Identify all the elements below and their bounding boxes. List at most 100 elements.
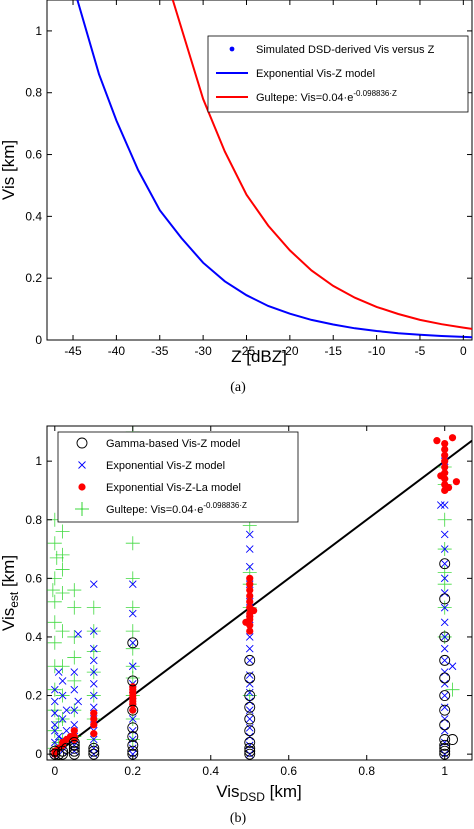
a-legend-label-text: Exponential Vis-Z model — [256, 68, 375, 80]
b-data-point — [245, 723, 254, 732]
b-data-point — [439, 719, 451, 731]
b-data-point — [125, 600, 140, 615]
b-data-point — [127, 731, 139, 743]
b-data-point — [57, 748, 69, 760]
a-legend-label: Gultepe: Vis=0.04·e-0.098836·Z — [256, 89, 397, 104]
panel-b-x-axis-label-unit: [km] — [265, 782, 302, 801]
b-data-point — [439, 704, 451, 716]
b-y-tick-label: 1 — [35, 454, 42, 468]
b-data-point — [246, 627, 254, 635]
b-data-point — [437, 472, 445, 480]
a-y-tick-label: 0.4 — [25, 209, 42, 223]
a-x-tick-label: -25 — [238, 344, 256, 358]
b-data-point — [86, 600, 101, 615]
b-legend-label: Exponential Vis-Z model — [106, 460, 225, 472]
b-data-point — [62, 706, 71, 715]
b-data-point — [89, 744, 98, 753]
b-data-point — [86, 644, 101, 659]
b-data-point — [47, 703, 62, 718]
a-x-tick-label: -45 — [64, 344, 82, 358]
b-x-tick-label: 0.2 — [124, 764, 141, 778]
b-data-point — [441, 463, 449, 471]
b-data-point — [440, 656, 449, 665]
b-data-point — [439, 593, 451, 605]
b-data-point — [58, 677, 67, 685]
b-data-point — [244, 672, 256, 684]
b-data-point — [452, 478, 461, 486]
b-data-point — [58, 715, 67, 723]
b-legend-label-text: Exponential Vis-Z-La model — [106, 482, 241, 494]
b-series-3 — [49, 558, 458, 760]
b-data-point — [439, 672, 451, 684]
b-data-point — [441, 445, 449, 454]
a-x-tick-label: -40 — [108, 344, 126, 358]
b-data-point — [244, 745, 256, 757]
a-series-line — [171, 0, 472, 330]
b-data-point — [437, 512, 452, 527]
b-data-point — [244, 742, 256, 754]
b-data-point — [125, 536, 140, 551]
b-data-point — [440, 545, 449, 553]
b-data-point — [88, 748, 100, 760]
panel-a: -45 -40 -35 -30 -25 -20 -15 -10 -5 0 0 0.2 0.4 0.6 0.8… — [0, 0, 473, 395]
b-data-point — [440, 738, 449, 747]
b-data-point — [440, 715, 449, 723]
b-data-point — [70, 747, 79, 756]
panel-a-y-axis-label: Vis [km] — [0, 140, 18, 200]
b-y-tick-label: 0 — [35, 747, 42, 761]
panel-b-y-axis-label-main: Vis — [0, 608, 18, 631]
b-data-point — [49, 550, 64, 565]
b-data-point — [125, 641, 140, 656]
b-legend-marker-plus — [75, 502, 89, 516]
b-data-point — [47, 594, 62, 609]
b-data-point — [54, 668, 63, 676]
b-data-point — [128, 638, 137, 647]
b-data-point — [70, 685, 79, 694]
b-data-point — [47, 615, 62, 630]
a-legend-label: Simulated DSD-derived Vis versus Z — [256, 44, 435, 56]
panel-b-x-axis-label-main: Vis — [216, 782, 239, 801]
b-data-point — [440, 691, 449, 700]
panel-b-ticks: 0 0.2 0.4 0.6 0.8 1 0 0.2 0.4 0.6 0.8 1 — [25, 426, 472, 778]
b-data-point — [70, 706, 79, 715]
b-data-point — [90, 730, 98, 738]
a-y-tick-label: 0 — [35, 333, 42, 347]
b-data-point — [440, 530, 449, 539]
b-y-tick-label: 0.4 — [25, 630, 42, 644]
b-data-point — [439, 558, 451, 570]
b-data-point — [55, 624, 70, 639]
a-y-tick-label: 0.2 — [25, 271, 42, 285]
b-data-point — [245, 688, 254, 697]
b-data-point — [50, 709, 59, 717]
b-data-point — [246, 580, 254, 588]
b-data-point — [246, 574, 254, 582]
b-data-point — [127, 722, 139, 734]
panel-a-x-axis-label: Z [dBZ] — [231, 347, 287, 366]
b-data-point — [441, 457, 449, 465]
b-data-point — [440, 574, 449, 583]
b-data-point — [244, 690, 256, 701]
panel-a-caption: (a) — [230, 380, 246, 395]
b-data-point — [88, 745, 100, 757]
b-data-point — [89, 750, 98, 758]
b-data-point — [245, 715, 254, 723]
b-y-tick-label: 0.2 — [25, 689, 42, 703]
b-data-point — [448, 434, 457, 442]
b-data-point — [447, 734, 458, 745]
b-data-point — [51, 714, 66, 729]
b-data-point — [68, 745, 80, 757]
b-data-point — [74, 630, 83, 638]
b-data-point — [55, 659, 70, 674]
b-data-point — [244, 736, 256, 748]
b-data-point — [440, 603, 449, 612]
b-data-point — [57, 745, 69, 757]
b-data-point — [89, 580, 98, 589]
b-data-point — [440, 633, 449, 641]
panel-b-y-axis-label-sub: est — [7, 591, 21, 608]
b-data-point — [89, 656, 98, 665]
a-x-tick-label: -15 — [325, 344, 343, 358]
b-data-point — [244, 725, 256, 737]
b-x-tick-label: 0.4 — [202, 764, 219, 778]
b-data-point — [245, 656, 254, 665]
b-data-point — [436, 501, 445, 509]
